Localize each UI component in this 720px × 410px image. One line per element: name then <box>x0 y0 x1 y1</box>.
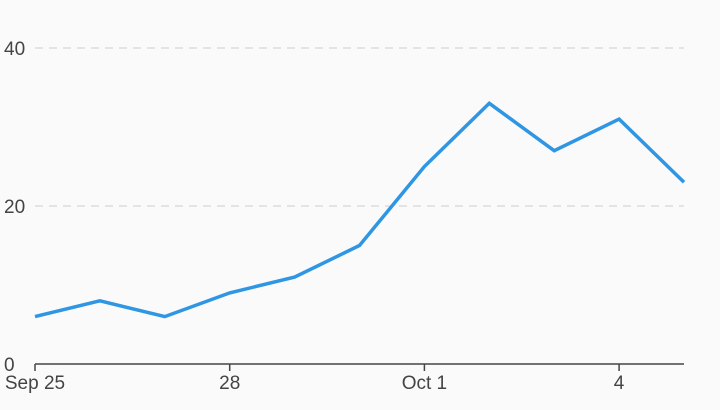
x-tick-label: Oct 1 <box>402 373 447 394</box>
y-axis-tick-labels: 0 20 40 <box>4 39 25 376</box>
grid-lines <box>35 47 684 207</box>
y-tick-label: 40 <box>4 39 25 60</box>
x-axis-ticks: Sep 25 28 Oct 1 4 <box>5 364 625 394</box>
y-tick-label: 20 <box>4 197 25 218</box>
x-tick-label: Sep 25 <box>5 373 65 394</box>
x-tick-label: 28 <box>219 373 240 394</box>
series-line-0 <box>34 101 686 319</box>
x-tick-label: 4 <box>614 373 625 394</box>
series-lines <box>34 101 686 319</box>
y-tick-label: 0 <box>4 355 15 376</box>
